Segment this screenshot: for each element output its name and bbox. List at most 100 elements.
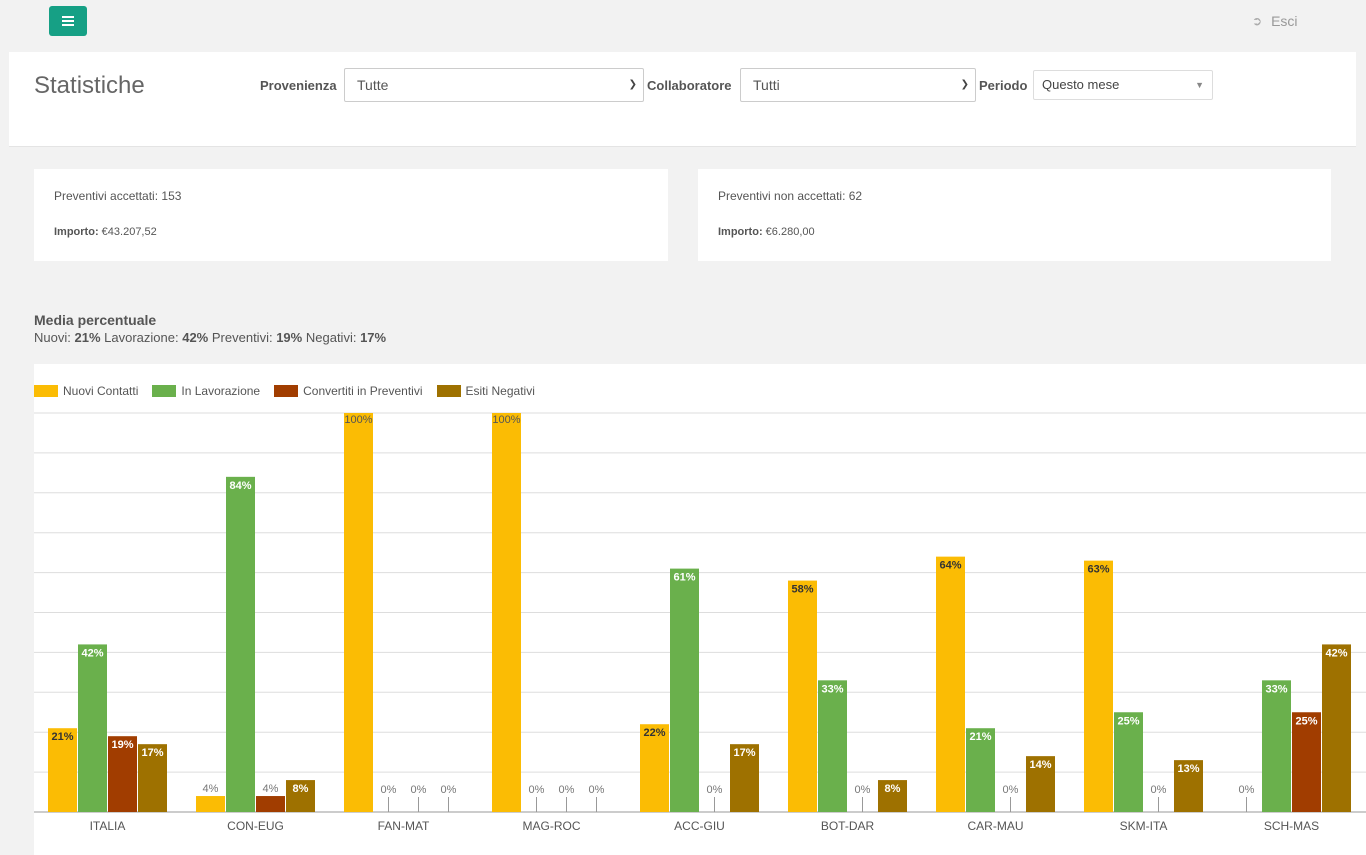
- bar-nuovi-skm-ita[interactable]: [1084, 560, 1113, 812]
- data-label: 21%: [969, 731, 991, 743]
- legend-item-lavorazione[interactable]: In Lavorazione: [152, 384, 260, 398]
- x-tick-label: CON-EUG: [227, 819, 284, 833]
- bar-chart: 21% 42% 19% 17% ITALIA 4% 84% 4% 8% CON-EUG 100% 0%…: [34, 412, 1366, 833]
- rejected-quotes-card: Preventivi non accettati: 62 Importo: €6…: [698, 169, 1331, 261]
- bar-nuovi-con-eug[interactable]: [196, 796, 225, 812]
- bar-nuovi-italia[interactable]: [48, 728, 77, 812]
- bar-negativi-bot-dar[interactable]: [878, 780, 907, 812]
- nuovi-label: Nuovi:: [34, 330, 71, 345]
- data-label: 0%: [1151, 784, 1167, 796]
- bar-nuovi-car-mau[interactable]: [936, 556, 965, 812]
- bar-lavorazione-bot-dar[interactable]: [818, 680, 847, 812]
- accepted-amount-line: Importo: €43.207,52: [54, 226, 157, 238]
- legend-item-nuovi[interactable]: Nuovi Contatti: [34, 384, 138, 398]
- data-label: 19%: [111, 739, 133, 751]
- lavorazione-label: Lavorazione:: [104, 330, 179, 345]
- bar-negativi-sch-mas[interactable]: [1322, 644, 1351, 812]
- legend-label-negativi: Esiti Negativi: [465, 384, 535, 398]
- accepted-label: Preventivi accettati:: [54, 189, 159, 203]
- x-tick-label: BOT-DAR: [821, 819, 875, 833]
- data-label: 0%: [1003, 784, 1019, 796]
- average-values: Nuovi: 21% Lavorazione: 42% Preventivi: …: [34, 330, 386, 345]
- data-label: 8%: [293, 783, 309, 795]
- legend-label-nuovi: Nuovi Contatti: [63, 384, 139, 398]
- data-label: 0%: [707, 784, 723, 796]
- filter-panel: Statistiche Provenienza Tutte ❯ Collabor…: [9, 52, 1356, 147]
- collaboratore-label: Collaboratore: [647, 78, 732, 93]
- menu-toggle-button[interactable]: [49, 6, 87, 36]
- nuovi-value: 21%: [74, 330, 101, 345]
- average-percentages: Media percentuale Nuovi: 21% Lavorazione…: [34, 312, 386, 345]
- legend-label-lavorazione: In Lavorazione: [181, 384, 261, 398]
- data-label: 14%: [1029, 759, 1051, 771]
- bar-negativi-italia[interactable]: [138, 744, 167, 812]
- chart-panel: Nuovi Contatti In Lavorazione Convertiti…: [34, 364, 1366, 855]
- data-label: 0%: [559, 784, 575, 796]
- bar-convertiti-sch-mas[interactable]: [1292, 712, 1321, 812]
- bar-nuovi-fan-mat[interactable]: [344, 413, 373, 812]
- collaboratore-select[interactable]: Tutti ❯: [740, 68, 976, 102]
- chevron-down-icon: ❯: [628, 79, 637, 90]
- data-label: 84%: [229, 480, 251, 492]
- bar-lavorazione-con-eug[interactable]: [226, 476, 255, 812]
- legend-item-convertiti[interactable]: Convertiti in Preventivi: [274, 384, 423, 398]
- x-tick-label: SCH-MAS: [1264, 819, 1319, 833]
- data-label: 0%: [411, 784, 427, 796]
- rejected-label: Preventivi non accettati:: [718, 189, 846, 203]
- chevron-down-icon: ❯: [960, 79, 969, 90]
- bar-nuovi-mag-roc[interactable]: [492, 413, 521, 812]
- caret-down-icon: ▼: [1195, 80, 1204, 90]
- data-label: 25%: [1117, 715, 1139, 727]
- data-label: 100%: [344, 414, 372, 426]
- provenienza-select[interactable]: Tutte ❯: [344, 68, 644, 102]
- bar-negativi-skm-ita[interactable]: [1174, 760, 1203, 812]
- accepted-count-line: Preventivi accettati: 153: [54, 189, 181, 203]
- logout-button[interactable]: ➲ Esci: [1252, 13, 1298, 29]
- data-label: 25%: [1295, 715, 1317, 727]
- collaboratore-value: Tutti: [753, 77, 780, 93]
- data-label: 0%: [589, 784, 605, 796]
- bar-negativi-acc-giu[interactable]: [730, 744, 759, 812]
- sign-out-icon: ➲: [1252, 14, 1263, 28]
- negativi-label: Negativi:: [305, 330, 357, 345]
- data-label: 64%: [939, 560, 961, 572]
- data-label: 0%: [1239, 784, 1255, 796]
- chart-legend: Nuovi Contatti In Lavorazione Convertiti…: [34, 384, 549, 398]
- bar-lavorazione-car-mau[interactable]: [966, 728, 995, 812]
- bar-lavorazione-sch-mas[interactable]: [1262, 680, 1291, 812]
- data-label: 17%: [733, 747, 755, 759]
- data-label: 21%: [51, 731, 73, 743]
- bar-lavorazione-skm-ita[interactable]: [1114, 712, 1143, 812]
- data-label: 13%: [1177, 763, 1199, 775]
- lavorazione-value: 42%: [182, 330, 209, 345]
- accepted-amount-label: Importo:: [54, 226, 99, 238]
- logout-label: Esci: [1271, 13, 1298, 29]
- x-tick-label: ITALIA: [90, 819, 126, 833]
- bar-negativi-con-eug[interactable]: [286, 780, 315, 812]
- data-label: 0%: [441, 784, 457, 796]
- bar-lavorazione-italia[interactable]: [78, 644, 107, 812]
- provenienza-value: Tutte: [357, 77, 389, 93]
- x-tick-label: ACC-GIU: [674, 819, 725, 833]
- page-title: Statistiche: [34, 72, 145, 99]
- bar-negativi-car-mau[interactable]: [1026, 756, 1055, 812]
- data-label: 100%: [492, 414, 520, 426]
- legend-swatch-negativi: [436, 385, 461, 397]
- data-label: 42%: [1325, 647, 1347, 659]
- bar-convertiti-con-eug[interactable]: [256, 796, 285, 812]
- data-label: 61%: [673, 572, 695, 584]
- preventivi-value: 19%: [276, 330, 303, 345]
- provenienza-label: Provenienza: [260, 78, 337, 93]
- data-label: 17%: [141, 747, 163, 759]
- bar-convertiti-italia[interactable]: [108, 736, 137, 812]
- bar-nuovi-acc-giu[interactable]: [640, 724, 669, 812]
- periodo-select[interactable]: Questo mese ▼: [1033, 70, 1213, 100]
- legend-item-negativi[interactable]: Esiti Negativi: [436, 384, 535, 398]
- bar-nuovi-bot-dar[interactable]: [788, 580, 817, 812]
- x-tick-label: CAR-MAU: [968, 819, 1024, 833]
- x-tick-label: MAG-ROC: [523, 819, 581, 833]
- data-label: 4%: [263, 783, 279, 795]
- bar-lavorazione-acc-giu[interactable]: [670, 568, 699, 812]
- periodo-label: Periodo: [979, 78, 1028, 93]
- legend-label-convertiti: Convertiti in Preventivi: [303, 384, 423, 398]
